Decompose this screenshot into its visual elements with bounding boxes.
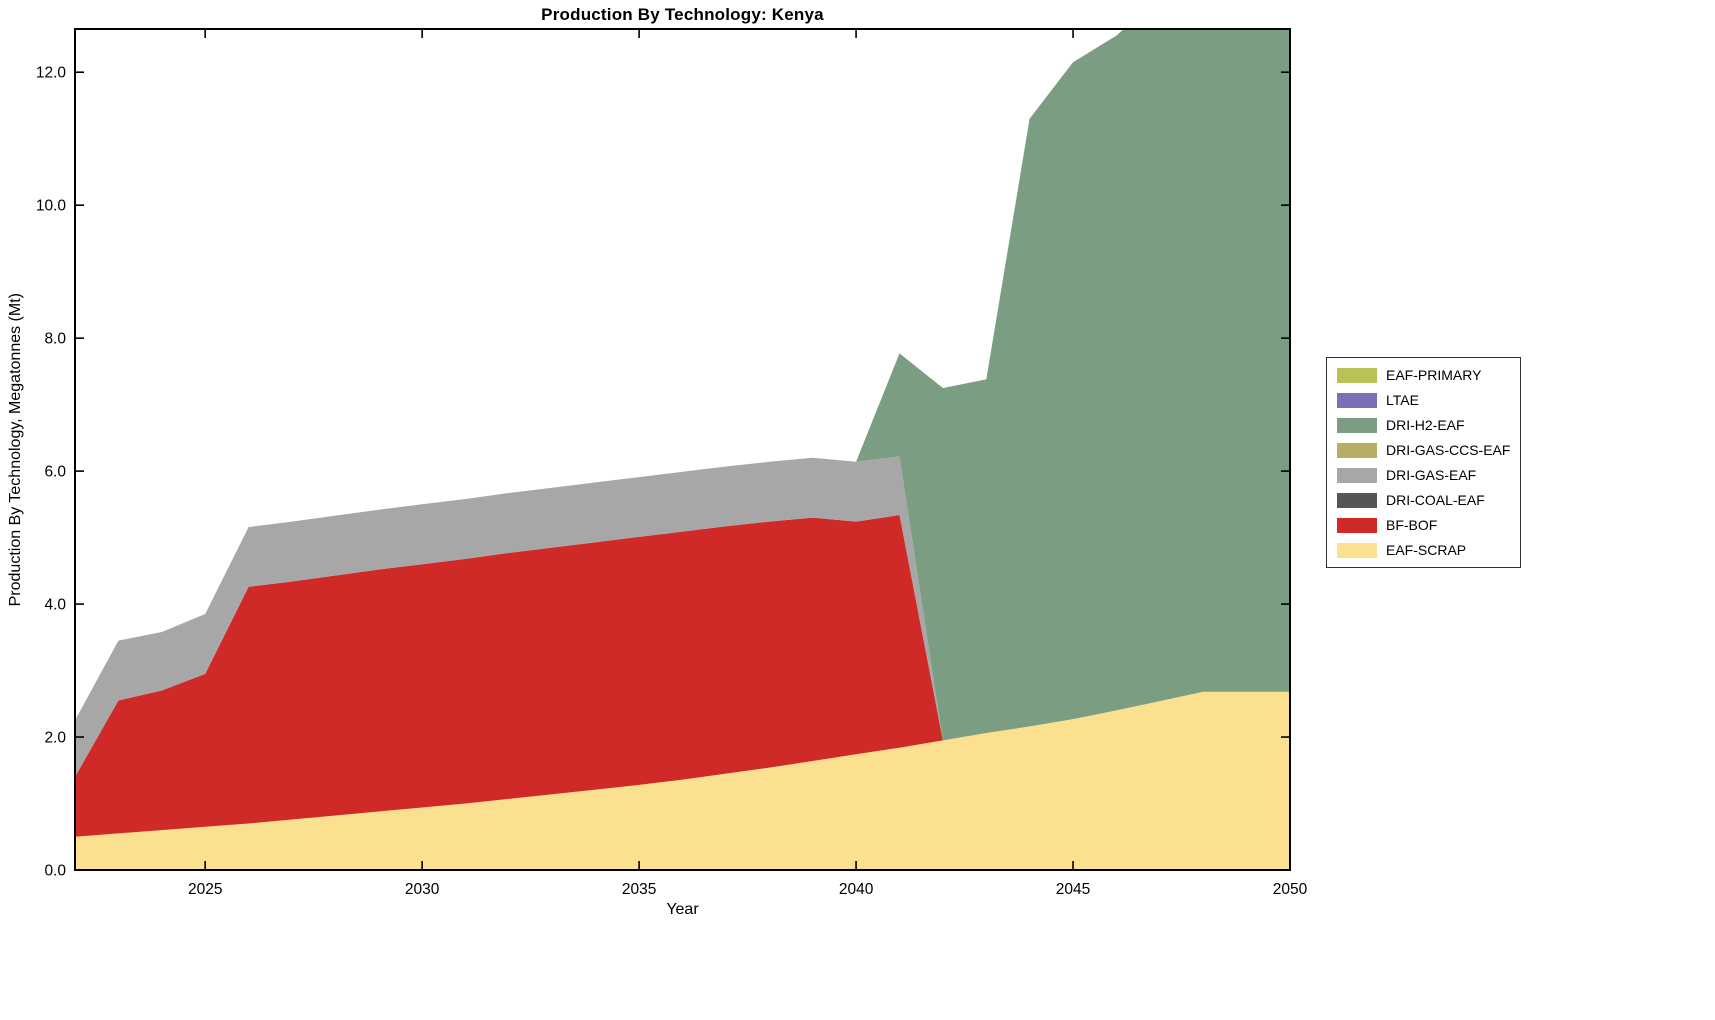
legend-label: DRI-GAS-EAF <box>1386 467 1477 483</box>
legend-swatch-eaf-primary <box>1337 367 1377 383</box>
area-series-dri-h2-eaf <box>75 29 1290 741</box>
y-tick-label: 4.0 <box>44 597 66 614</box>
x-tick-label: 2050 <box>1273 881 1308 898</box>
legend-label: EAF-SCRAP <box>1386 542 1467 558</box>
legend-item-dri-gas-ccs-eaf: DRI-GAS-CCS-EAF <box>1337 441 1510 459</box>
legend-label: LTAE <box>1386 392 1419 408</box>
y-tick-label: 0.0 <box>44 863 66 880</box>
y-tick-label: 6.0 <box>44 464 66 481</box>
chart-title: Production By Technology: Kenya <box>541 5 824 24</box>
legend-item-eaf-primary: EAF-PRIMARY <box>1337 366 1510 384</box>
axis-ticks <box>75 29 1291 871</box>
legend-label: EAF-PRIMARY <box>1386 367 1482 383</box>
y-axis-label-container: Production By Technology, Megatonnes (Mt… <box>4 29 28 870</box>
plot-border <box>74 28 1291 871</box>
y-tick-label: 10.0 <box>36 198 67 215</box>
legend-label: DRI-GAS-CCS-EAF <box>1386 442 1511 458</box>
legend-label: DRI-H2-EAF <box>1386 417 1465 433</box>
x-tick-label: 2045 <box>1056 881 1090 898</box>
area-series-bf-bof <box>75 515 1290 837</box>
x-tick-label: 2030 <box>405 881 440 898</box>
area-series-eaf-scrap <box>75 691 1290 870</box>
legend-item-eaf-scrap: EAF-SCRAP <box>1337 541 1510 559</box>
area-series-dri-gas-eaf <box>75 456 1290 777</box>
y-tick-labels: 0.0 2.0 4.0 6.0 8.0 10.0 12.0 <box>36 65 67 880</box>
legend-swatch-dri-gas-ccs-eaf <box>1337 442 1377 458</box>
legend-box: EAF-PRIMARY LTAE DRI-H2-EAF DRI-GAS-CCS-EAF… <box>1326 357 1522 568</box>
x-tick-label: 2035 <box>622 881 656 898</box>
x-tick-labels: 2025 2030 2035 2040 2045 2050 <box>188 881 1308 898</box>
legend-swatch-dri-h2-eaf <box>1337 417 1377 433</box>
x-tick-label: 2040 <box>839 881 874 898</box>
y-tick-label: 2.0 <box>44 730 66 747</box>
x-tick-label: 2025 <box>188 881 222 898</box>
legend-item-ltae: LTAE <box>1337 391 1510 409</box>
legend-item-dri-gas-eaf: DRI-GAS-EAF <box>1337 466 1510 484</box>
legend-swatch-dri-coal-eaf <box>1337 492 1377 508</box>
legend-item-dri-coal-eaf: DRI-COAL-EAF <box>1337 491 1510 509</box>
legend-swatch-ltae <box>1337 392 1377 408</box>
legend-item-dri-h2-eaf: DRI-H2-EAF <box>1337 416 1510 434</box>
legend-label: BF-BOF <box>1386 517 1438 533</box>
y-axis-label: Production By Technology, Megatonnes (Mt… <box>7 292 24 607</box>
legend-swatch-bf-bof <box>1337 517 1377 533</box>
legend-label: DRI-COAL-EAF <box>1386 492 1485 508</box>
x-axis-label: Year <box>666 901 699 918</box>
y-tick-label: 8.0 <box>44 331 66 348</box>
legend-swatch-eaf-scrap <box>1337 542 1377 558</box>
y-tick-label: 12.0 <box>36 65 67 82</box>
area-stack <box>75 29 1290 870</box>
legend-swatch-dri-gas-eaf <box>1337 467 1377 483</box>
legend-item-bf-bof: BF-BOF <box>1337 516 1510 534</box>
